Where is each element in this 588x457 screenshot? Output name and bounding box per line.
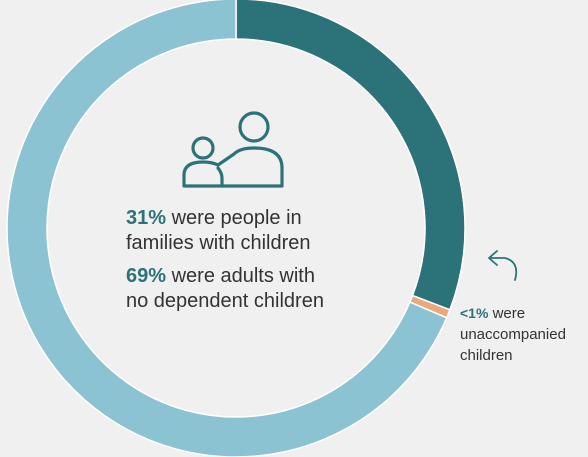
family-icon xyxy=(182,111,284,188)
unaccompanied-annotation: <1% were unaccompanied children xyxy=(460,303,588,366)
curved-arrow-icon xyxy=(488,250,518,281)
families-line1: were people in xyxy=(166,207,302,229)
donut-slices xyxy=(6,0,466,457)
center-annotation: 31% were people in families with childre… xyxy=(126,206,366,314)
unaccompanied-line1: were xyxy=(488,305,526,322)
adults-pct: 69% xyxy=(126,265,167,287)
donut-slice-adults-with-no-dependent-children xyxy=(6,0,448,457)
families-line2: families with children xyxy=(126,232,311,254)
unaccompanied-line2: unaccompanied xyxy=(460,326,566,343)
families-annotation: 31% were people in families with childre… xyxy=(126,206,366,256)
adults-line2: no dependent children xyxy=(126,290,324,312)
unaccompanied-pct: <1% xyxy=(460,305,489,321)
adults-annotation: 69% were adults with no dependent childr… xyxy=(126,264,366,314)
adults-line1: were adults with xyxy=(166,265,315,287)
families-pct: 31% xyxy=(126,207,167,229)
unaccompanied-line3: children xyxy=(460,347,513,364)
